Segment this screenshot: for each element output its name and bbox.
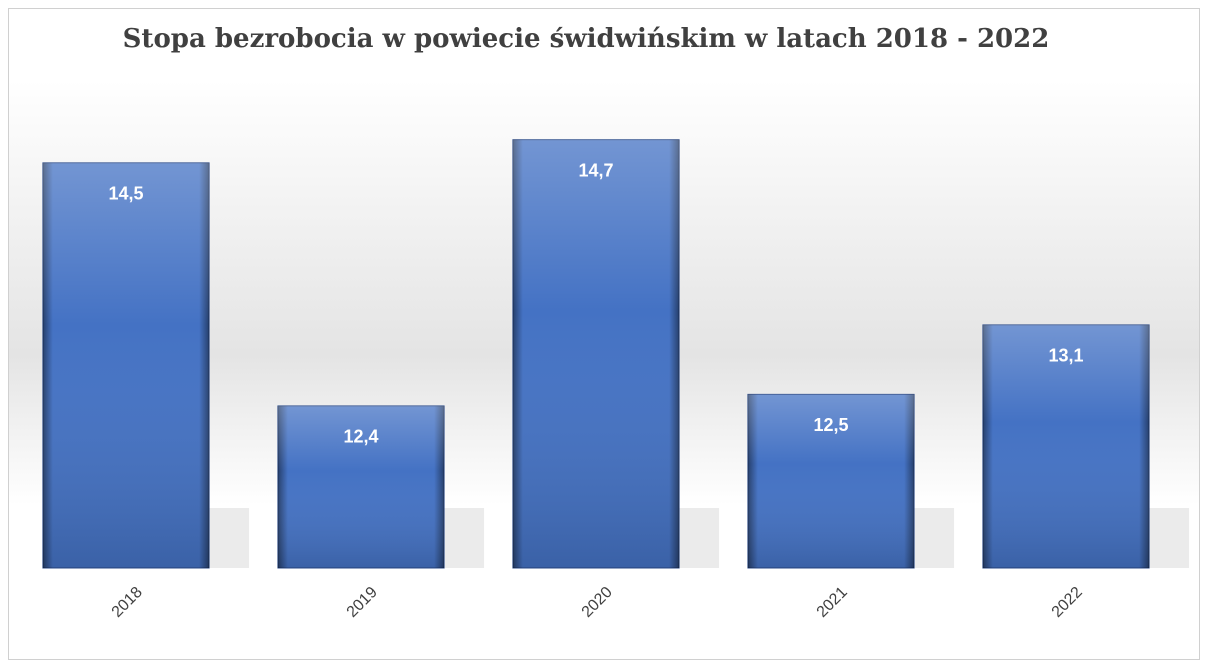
value-label: 12,5: [813, 415, 848, 435]
bar-shade: [982, 324, 1150, 568]
value-label: 14,5: [108, 184, 143, 204]
bar-shade: [512, 139, 680, 568]
value-label: 14,7: [578, 160, 613, 180]
bar-shade: [42, 162, 210, 568]
bar-shade: [277, 405, 445, 568]
value-label: 13,1: [1048, 346, 1083, 366]
value-label: 12,4: [343, 427, 378, 447]
chart-title: Stopa bezrobocia w powiecie świdwińskim …: [123, 24, 1050, 54]
bar-shade: [747, 394, 915, 568]
